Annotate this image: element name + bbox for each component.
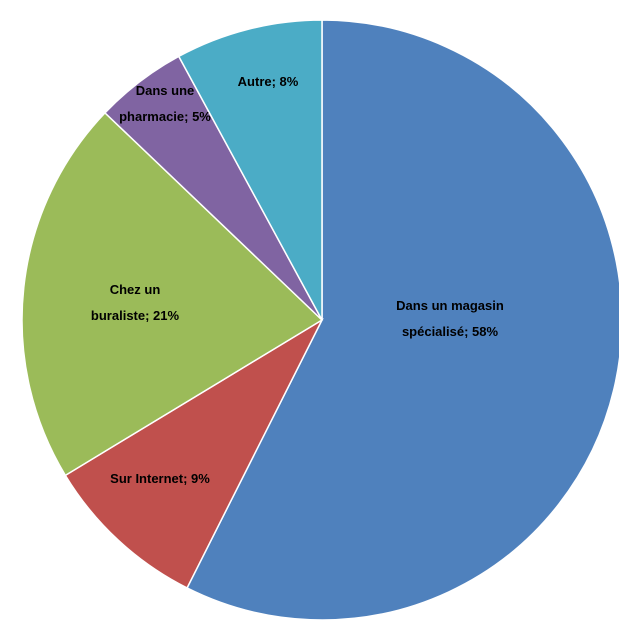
slice-label-internet: Sur Internet; 9% <box>110 471 210 486</box>
slice-label-line: Autre; 8% <box>238 74 299 89</box>
pie-slice-magasin <box>186 19 619 621</box>
pie-labels: Dans un magasin spécialisé; 58% Sur Intern… <box>91 74 504 486</box>
slice-label-line: Dans une <box>136 83 195 98</box>
slice-label-line: buraliste; 21% <box>91 308 180 323</box>
slice-label-pharmacie: Dans une pharmacie; 5% <box>119 83 211 124</box>
slice-label-line: Dans un magasin <box>396 298 504 313</box>
slice-label-magasin: Dans un magasin spécialisé; 58% <box>396 298 504 339</box>
slice-label-line: Chez un <box>110 282 161 297</box>
pie-slice-internet <box>64 318 324 589</box>
slice-label-line: pharmacie; 5% <box>119 109 211 124</box>
slice-label-buraliste: Chez un buraliste; 21% <box>91 282 180 323</box>
pie-slice-autre <box>177 19 323 321</box>
slice-label-line: spécialisé; 58% <box>402 324 499 339</box>
slice-label-autre: Autre; 8% <box>238 74 299 89</box>
pie-slice-buraliste <box>21 111 324 477</box>
pie-slices <box>21 19 619 621</box>
slice-label-line: Sur Internet; 9% <box>110 471 210 486</box>
